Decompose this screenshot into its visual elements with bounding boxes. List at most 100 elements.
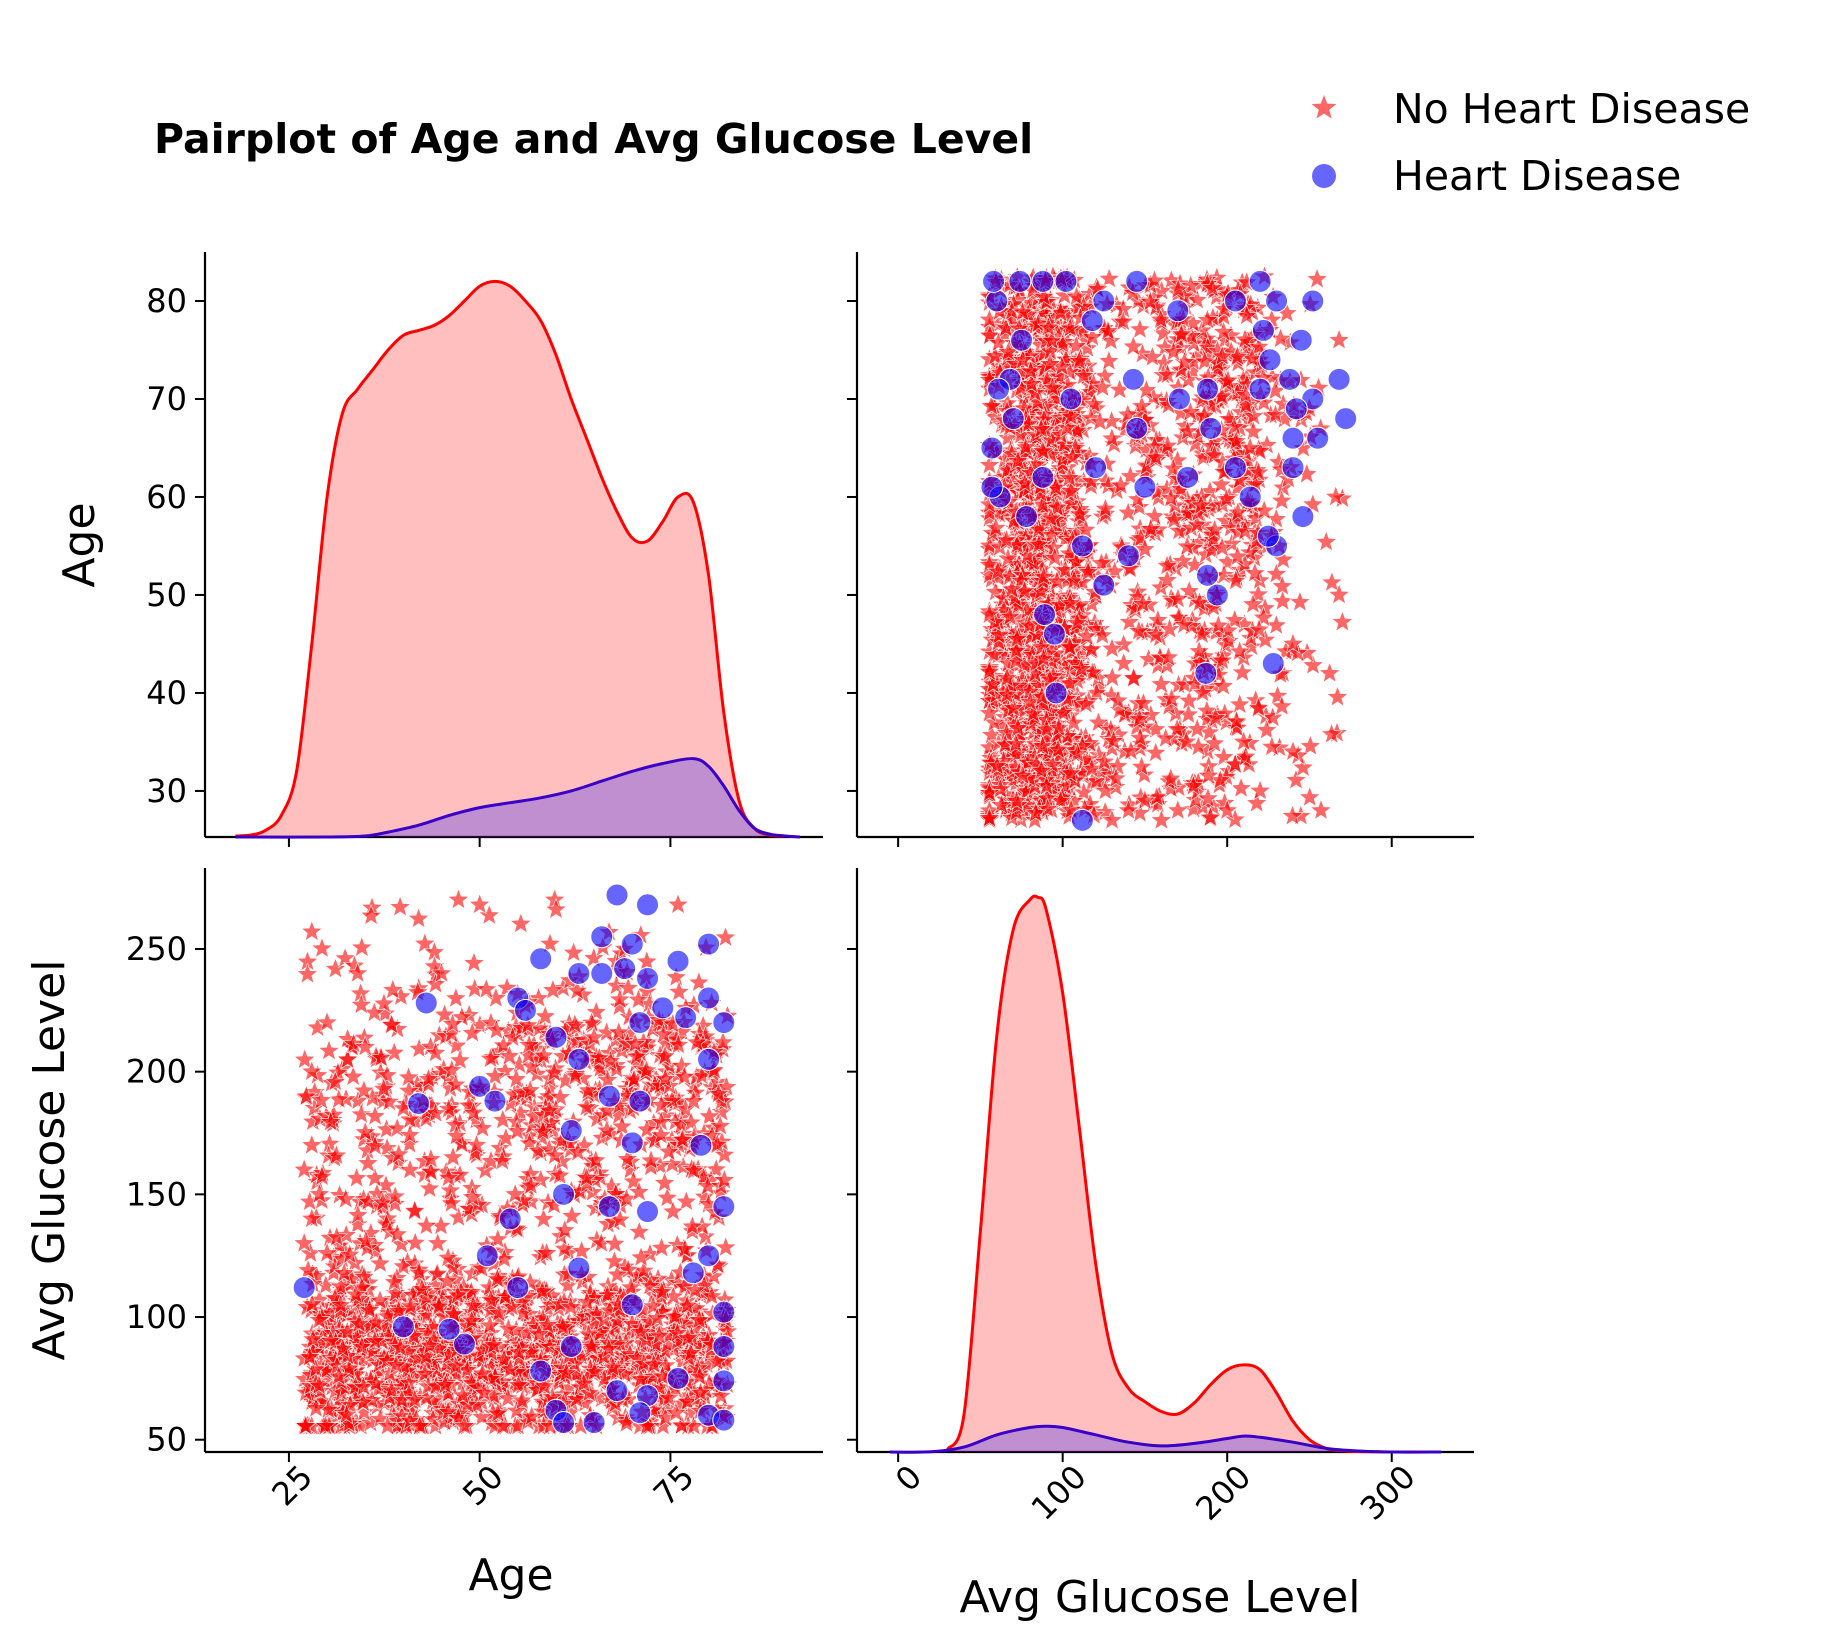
data-point-no-heart-disease	[1159, 767, 1183, 789]
data-point-no-heart-disease	[1058, 635, 1081, 657]
data-point-no-heart-disease	[446, 1283, 469, 1306]
data-point-no-heart-disease	[413, 931, 437, 954]
data-point-no-heart-disease	[1291, 755, 1315, 778]
data-point-no-heart-disease	[300, 1059, 324, 1082]
data-point-no-heart-disease	[537, 1098, 561, 1121]
data-point-no-heart-disease	[440, 1058, 464, 1080]
x-axis-label-age: Age	[468, 1550, 553, 1601]
data-point-no-heart-disease	[679, 1341, 703, 1363]
data-point-no-heart-disease	[448, 1048, 472, 1071]
data-point-no-heart-disease	[1166, 587, 1190, 609]
data-point-no-heart-disease	[1102, 729, 1125, 751]
data-point-no-heart-disease	[1187, 639, 1211, 661]
data-point-heart-disease	[620, 1131, 644, 1155]
data-point-no-heart-disease	[1122, 666, 1145, 688]
data-point-no-heart-disease	[580, 1011, 603, 1033]
data-point-no-heart-disease	[1144, 445, 1168, 468]
data-point-no-heart-disease	[603, 1232, 627, 1254]
data-point-no-heart-disease	[1090, 623, 1114, 646]
data-point-heart-disease	[697, 932, 721, 956]
data-point-no-heart-disease	[1212, 745, 1236, 767]
data-point-no-heart-disease	[1041, 753, 1064, 775]
data-point-no-heart-disease	[714, 925, 737, 948]
data-point-no-heart-disease	[304, 1396, 328, 1419]
data-point-heart-disease	[513, 998, 537, 1022]
data-point-no-heart-disease	[471, 1116, 494, 1138]
data-point-heart-disease	[1080, 309, 1104, 333]
data-point-no-heart-disease	[978, 660, 1001, 682]
data-point-no-heart-disease	[296, 962, 319, 984]
data-point-no-heart-disease	[978, 701, 1001, 723]
data-point-heart-disease	[712, 1334, 736, 1358]
data-point-heart-disease	[666, 949, 690, 973]
data-point-no-heart-disease	[1016, 543, 1039, 566]
data-point-heart-disease	[985, 289, 1009, 313]
data-point-no-heart-disease	[1240, 634, 1263, 657]
data-point-no-heart-disease	[532, 1207, 555, 1229]
data-point-no-heart-disease	[1179, 274, 1202, 296]
data-point-no-heart-disease	[601, 1355, 625, 1378]
data-point-no-heart-disease	[505, 1399, 528, 1421]
data-point-no-heart-disease	[654, 1067, 677, 1089]
data-point-heart-disease	[1044, 681, 1068, 705]
data-point-heart-disease	[1042, 622, 1066, 646]
data-point-heart-disease	[1334, 407, 1358, 431]
data-point-no-heart-disease	[1299, 734, 1322, 756]
data-point-no-heart-disease	[1235, 304, 1259, 326]
data-point-no-heart-disease	[616, 1147, 639, 1169]
data-point-no-heart-disease	[1327, 328, 1351, 350]
glucose-xtick-label: 200	[1188, 1458, 1258, 1528]
data-point-no-heart-disease	[1238, 436, 1262, 458]
data-point-no-heart-disease	[582, 1025, 606, 1048]
data-point-no-heart-disease	[1234, 744, 1258, 767]
data-point-no-heart-disease	[657, 1386, 681, 1408]
data-point-no-heart-disease	[1248, 779, 1272, 801]
data-point-heart-disease	[697, 1047, 721, 1071]
data-point-no-heart-disease	[1019, 372, 1043, 394]
data-point-no-heart-disease	[661, 1199, 685, 1222]
data-point-no-heart-disease	[560, 1204, 584, 1226]
data-point-no-heart-disease	[1131, 592, 1155, 614]
data-point-no-heart-disease	[1076, 560, 1100, 582]
data-point-no-heart-disease	[1094, 779, 1117, 801]
data-point-no-heart-disease	[1100, 426, 1124, 449]
y-axis-label-glucose: Avg Glucose Level	[24, 960, 75, 1361]
data-point-no-heart-disease	[1331, 610, 1354, 632]
data-point-no-heart-disease	[364, 1310, 388, 1333]
data-point-no-heart-disease	[683, 1278, 707, 1301]
data-point-no-heart-disease	[344, 1282, 368, 1305]
data-point-no-heart-disease	[1305, 267, 1329, 289]
data-point-heart-disease	[1070, 808, 1094, 832]
data-point-no-heart-disease	[462, 1101, 485, 1123]
data-point-heart-disease	[1031, 269, 1055, 293]
data-point-no-heart-disease	[507, 1373, 530, 1395]
data-point-no-heart-disease	[1176, 368, 1200, 390]
data-point-no-heart-disease	[1215, 798, 1239, 821]
data-point-no-heart-disease	[1119, 464, 1142, 487]
data-point-no-heart-disease	[1171, 549, 1194, 571]
data-point-heart-disease	[452, 1332, 476, 1356]
data-point-no-heart-disease	[995, 683, 1019, 705]
data-point-no-heart-disease	[1189, 493, 1213, 516]
data-point-no-heart-disease	[398, 1123, 422, 1145]
data-point-no-heart-disease	[1281, 739, 1305, 762]
data-point-heart-disease	[582, 1411, 606, 1435]
data-point-no-heart-disease	[352, 1265, 376, 1287]
data-point-no-heart-disease	[657, 1140, 681, 1162]
data-point-no-heart-disease	[1029, 417, 1053, 439]
data-point-no-heart-disease	[1226, 500, 1250, 523]
data-point-no-heart-disease	[708, 1114, 732, 1136]
data-point-no-heart-disease	[479, 1288, 503, 1310]
data-point-no-heart-disease	[1109, 473, 1133, 496]
data-point-no-heart-disease	[1106, 688, 1130, 711]
data-point-no-heart-disease	[471, 1361, 494, 1384]
data-point-no-heart-disease	[436, 1400, 460, 1422]
data-point-no-heart-disease	[477, 903, 501, 926]
data-point-no-heart-disease	[1270, 574, 1294, 596]
data-point-heart-disease	[1195, 563, 1219, 587]
data-point-no-heart-disease	[1149, 672, 1173, 694]
data-point-no-heart-disease	[450, 1005, 474, 1028]
data-point-no-heart-disease	[987, 623, 1011, 645]
data-point-heart-disease	[475, 1244, 499, 1268]
